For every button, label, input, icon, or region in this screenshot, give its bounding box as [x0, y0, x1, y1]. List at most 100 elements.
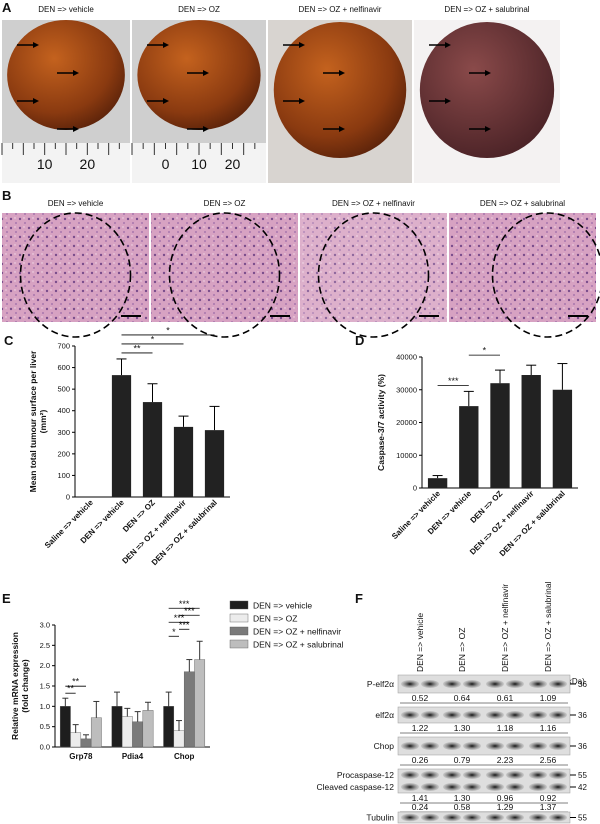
y-tick-label: 20000	[396, 418, 417, 427]
x-tick-label: Grp78	[69, 752, 93, 761]
liver	[273, 22, 407, 158]
quantification: 1.22	[412, 723, 429, 733]
blot-band	[506, 783, 524, 791]
histology-image	[2, 213, 149, 322]
blot-band	[463, 742, 481, 750]
blot-label: elf2α	[375, 710, 394, 720]
arrow-head	[33, 42, 39, 48]
blot-band	[463, 771, 481, 779]
liver	[7, 20, 125, 130]
column-label: DEN => vehicle	[415, 613, 425, 672]
bar	[204, 430, 225, 497]
bar	[552, 389, 573, 488]
blot-band	[443, 711, 461, 719]
arrow-head	[445, 42, 451, 48]
bar	[183, 671, 195, 748]
y-tick-label: 10000	[396, 451, 417, 460]
blot-band	[529, 742, 547, 750]
marker-label: 42	[578, 783, 587, 792]
y-axis-label: (fold change)	[20, 659, 30, 713]
bar	[173, 730, 185, 748]
marker-label: 36	[578, 742, 587, 751]
blot-band	[421, 680, 439, 688]
bar	[163, 706, 175, 748]
significance-label: **	[67, 684, 75, 694]
ruler-label: 0	[162, 156, 170, 172]
blot-band	[506, 771, 524, 779]
significance-label: *	[151, 334, 155, 344]
arrow-head	[203, 126, 209, 132]
blot-band	[486, 680, 504, 688]
bar	[142, 402, 163, 497]
ruler-label: 10	[191, 156, 207, 172]
blot-band	[463, 680, 481, 688]
significance-label: *	[172, 627, 176, 637]
panel-letter: F	[355, 591, 363, 606]
bar	[111, 706, 123, 748]
significance-label: ***	[179, 620, 190, 630]
blot-band	[486, 813, 504, 822]
ruler-label: 20	[225, 156, 241, 172]
legend-label: DEN => OZ + salubrinal	[253, 640, 344, 650]
photo-title: DEN => vehicle	[38, 5, 94, 14]
quantification: 0.92	[540, 793, 557, 803]
x-tick-label: DEN => OZ + salubrinal	[498, 489, 567, 558]
panel-letter: D	[355, 333, 364, 348]
quantification: 1.29	[497, 802, 514, 812]
y-tick-label: 200	[57, 449, 70, 458]
photo-title: DEN => OZ + nelfinavir	[299, 5, 382, 14]
blot-band	[529, 813, 547, 822]
liver	[419, 22, 555, 158]
marker-label: 55	[578, 814, 587, 823]
ruler-label: 20	[80, 156, 96, 172]
tumour-outline	[491, 212, 600, 338]
y-tick-label: 0.0	[40, 743, 50, 752]
y-tick-label: 40000	[396, 353, 417, 362]
quantification: 1.30	[454, 793, 471, 803]
blot-band	[549, 711, 567, 719]
blot-label: P-elf2α	[367, 679, 394, 689]
arrow-head	[299, 98, 305, 104]
blot-band	[401, 813, 419, 822]
quantification: 2.56	[540, 755, 557, 765]
legend-label: DEN => OZ	[253, 614, 297, 624]
arrow-head	[203, 70, 209, 76]
quantification: 1.18	[497, 723, 514, 733]
x-tick-label: DEN => OZ + salubrinal	[150, 498, 219, 567]
liver	[137, 20, 261, 130]
quantification: 0.64	[454, 693, 471, 703]
blot-band	[486, 771, 504, 779]
marker-label: 55	[578, 771, 587, 780]
tumour-outline	[19, 212, 132, 338]
blot-band	[443, 742, 461, 750]
blot-label: Procaspase-12	[337, 770, 394, 780]
marker-label: 36	[578, 680, 587, 689]
quantification: 0.58	[454, 802, 471, 812]
arrow-head	[339, 70, 345, 76]
arrow-head	[163, 98, 169, 104]
arrow-head	[485, 70, 491, 76]
arrow-head	[73, 70, 79, 76]
y-tick-label: 3.0	[40, 621, 50, 630]
blot-band	[401, 783, 419, 791]
quantification: 2.23	[497, 755, 514, 765]
arrow-head	[299, 42, 305, 48]
significance-label: ***	[174, 613, 185, 623]
x-tick-label: Pdia4	[122, 752, 144, 761]
y-tick-label: 500	[57, 385, 70, 394]
significance-label: ***	[179, 599, 190, 609]
panel-letter: E	[2, 591, 11, 606]
quantification: 1.37	[540, 802, 557, 812]
panel-letter: A	[2, 0, 12, 15]
histology-image	[449, 213, 596, 322]
blot-band	[443, 771, 461, 779]
blot-band	[506, 813, 524, 822]
y-tick-label: 2.5	[40, 641, 50, 650]
blot-band	[443, 783, 461, 791]
photo-title: DEN => OZ + salubrinal	[444, 5, 529, 14]
y-tick-label: 400	[57, 406, 70, 415]
blot-band	[401, 771, 419, 779]
y-tick-label: 1.0	[40, 702, 50, 711]
histology-title: DEN => OZ	[204, 199, 246, 208]
histology-title: DEN => OZ + salubrinal	[480, 199, 565, 208]
